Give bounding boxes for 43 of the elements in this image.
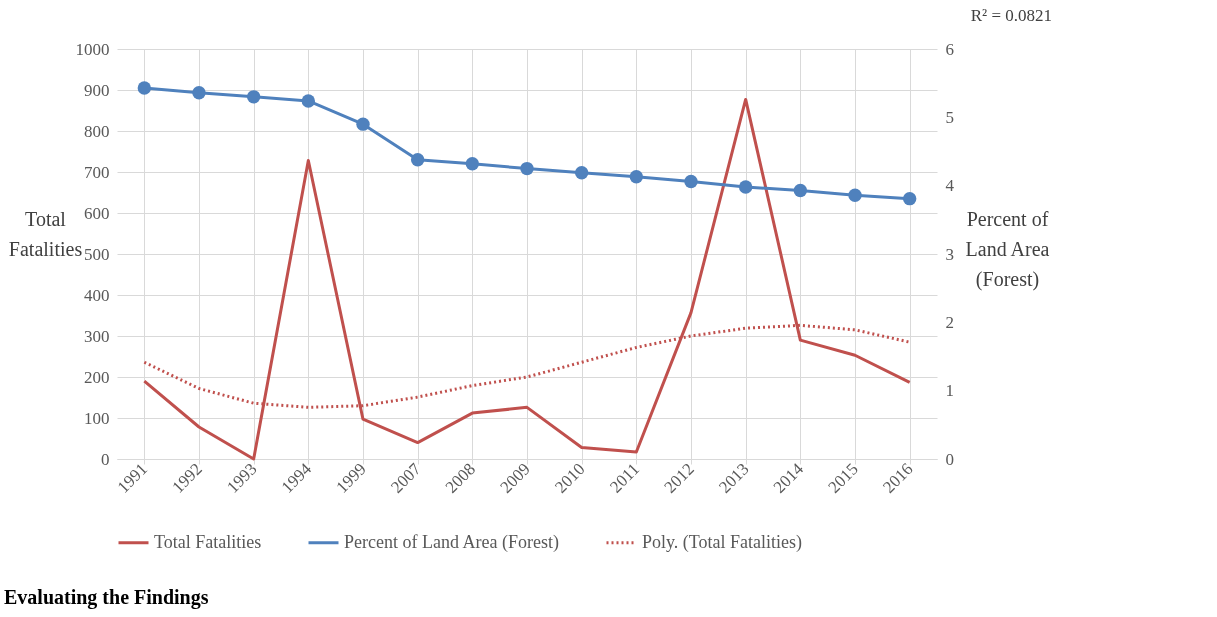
text: R² = 0.0821 [970, 6, 1052, 26]
y-axis-title: Total Fatalities [8, 207, 83, 260]
y2-tick-label: 3 [945, 244, 954, 264]
y-tick-label: 600 [84, 203, 110, 223]
y2-axis-title: Percent of Land Area (Forest) [965, 207, 1050, 291]
point [574, 165, 589, 180]
line-series [142, 97, 912, 461]
point [410, 153, 425, 167]
legend-label: Total Fatalities [154, 531, 262, 552]
y2-tick-label: 6 [945, 39, 954, 59]
x-tick-label: 1991 [113, 459, 152, 497]
point [738, 180, 753, 194]
point [301, 94, 316, 108]
point [629, 170, 644, 184]
y-tick-label: 400 [84, 285, 110, 305]
y-tick-label: 200 [84, 367, 110, 387]
y-tick-label: 0 [101, 449, 110, 469]
point [192, 86, 206, 100]
point [520, 161, 534, 176]
point [902, 191, 917, 206]
y2-tick-label: 5 [945, 107, 954, 127]
y2-tick-label: 1 [945, 381, 954, 401]
x-tick-label: 2011 [606, 459, 644, 497]
y2-tick-label: 4 [945, 176, 955, 196]
y-tick-label: 700 [84, 162, 110, 182]
legend-label: Percent of Land Area (Forest) [344, 531, 559, 553]
point [465, 157, 480, 171]
y-tick-label: 100 [84, 408, 110, 428]
y-tick-label: 500 [84, 244, 110, 264]
point [848, 188, 862, 202]
y-tick-label: 900 [84, 80, 110, 100]
text: Evaluating the Findings [4, 586, 209, 609]
y2-tick-label: 2 [945, 312, 954, 332]
point [356, 117, 370, 131]
point [793, 183, 808, 198]
point [137, 81, 152, 95]
y-tick-label: 1000 [75, 39, 110, 59]
y2-tick-label: 0 [945, 449, 954, 469]
y-tick-label: 300 [84, 326, 110, 346]
point [684, 174, 698, 189]
legend-label: Poly. (Total Fatalities) [642, 531, 803, 553]
point [246, 90, 261, 104]
y-tick-label: 800 [84, 121, 110, 141]
